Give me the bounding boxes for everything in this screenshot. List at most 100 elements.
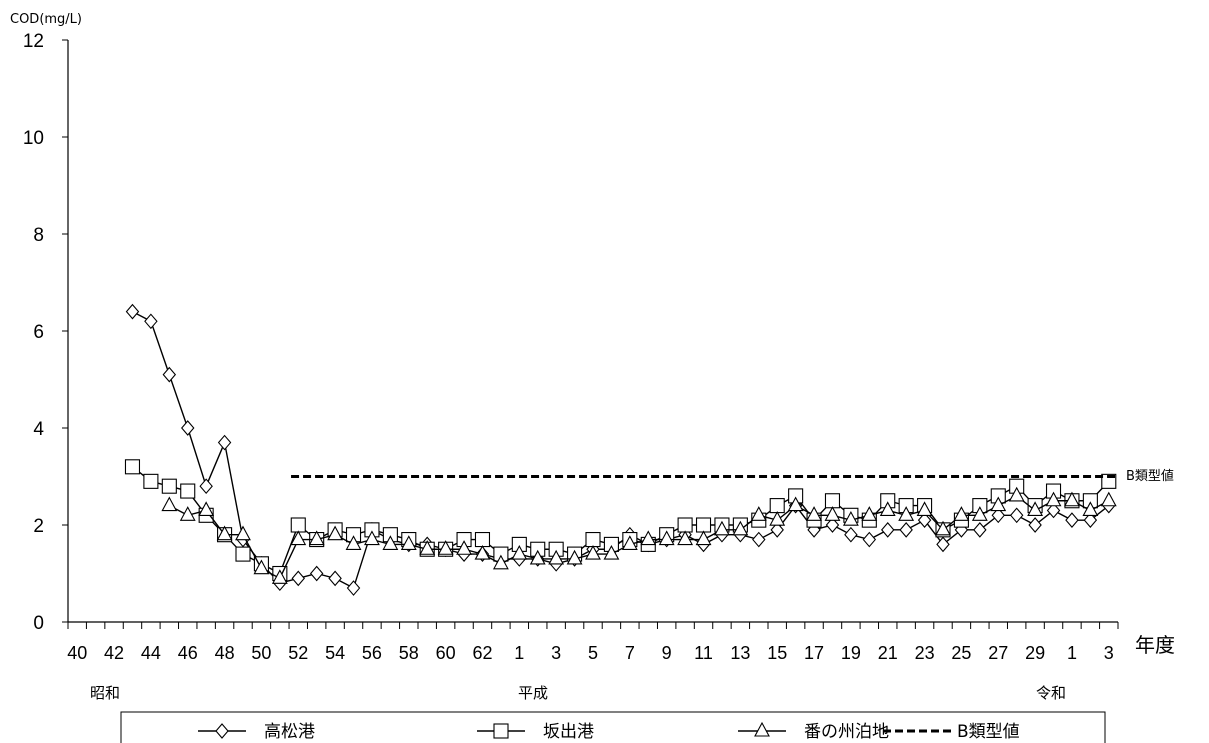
data-point-triangle — [695, 530, 712, 546]
data-point-triangle — [308, 530, 325, 546]
data-point-triangle — [1064, 491, 1080, 507]
data-point-triangle — [621, 535, 638, 550]
y-axis-ticks: 0 2 4 6 8 10 12 — [23, 31, 68, 634]
data-point-square — [824, 493, 841, 509]
legend: 高松港 坂出港 番の州泊地 B類型値 — [120, 711, 1106, 743]
data-point-diamond — [291, 570, 305, 587]
data-point-triangle — [603, 544, 620, 560]
data-point-triangle — [456, 540, 472, 555]
data-point-triangle — [474, 544, 491, 560]
data-point-diamond — [917, 512, 932, 528]
legend-box — [120, 711, 1106, 743]
x-tick-label: 23 — [915, 643, 935, 663]
data-point-diamond — [844, 526, 858, 543]
data-point-triangle — [179, 506, 196, 521]
legend-label: 番の州泊地 — [804, 722, 889, 742]
data-point-square — [695, 517, 712, 533]
data-point-triangle — [327, 525, 344, 541]
data-point-triangle — [953, 506, 970, 521]
x-tick-label: 46 — [178, 643, 198, 663]
data-point-triangle — [732, 520, 749, 536]
x-tick-label: 62 — [472, 643, 492, 663]
data-point-square — [235, 546, 251, 562]
data-point-diamond — [770, 522, 784, 538]
x-tick-label: 19 — [841, 643, 861, 663]
data-point-diamond — [328, 570, 342, 587]
data-point-square — [180, 483, 196, 499]
data-point-square — [143, 473, 159, 489]
legend-label: 坂出港 — [543, 722, 594, 742]
data-point-triangle — [216, 525, 233, 541]
x-axis-unit: 年度 — [1135, 633, 1175, 657]
y-tick-label: 10 — [23, 128, 44, 149]
x-tick-label: 21 — [878, 643, 898, 663]
data-point-square — [290, 517, 306, 533]
x-tick-label: 1 — [1067, 643, 1077, 663]
data-point-triangle — [1027, 501, 1044, 517]
data-point-square — [585, 531, 601, 548]
data-point-triangle — [714, 520, 730, 536]
axes — [67, 40, 1118, 623]
y-tick-label: 8 — [33, 225, 44, 246]
x-tick-label: 7 — [625, 643, 635, 663]
data-point-triangle — [750, 506, 767, 521]
data-point-diamond — [309, 565, 324, 582]
data-point-triangle — [271, 569, 288, 584]
legend-label: B類型値 — [957, 722, 1020, 742]
data-point-triangle — [677, 530, 694, 546]
data-point-triangle — [1045, 491, 1062, 507]
data-point-triangle — [824, 506, 841, 521]
data-point-triangle — [842, 510, 859, 526]
x-tick-label: 13 — [730, 643, 750, 663]
data-point-triangle — [235, 525, 251, 541]
data-point-triangle — [971, 506, 988, 521]
data-point-triangle — [400, 535, 417, 550]
data-point-diamond — [973, 522, 987, 538]
data-point-triangle — [529, 549, 546, 565]
x-tick-label: 3 — [551, 643, 561, 663]
x-axis-ticks: 40 42 44 46 48 50 52 54 56 58 60 62 1 3 5 7 9 11 13 15 17 19 2… — [67, 622, 1119, 663]
data-point-diamond — [825, 517, 840, 533]
x-tick-label: 60 — [436, 643, 456, 663]
data-point-triangle — [548, 549, 565, 565]
data-point-triangle — [253, 559, 270, 575]
x-tick-label: 40 — [67, 643, 87, 663]
y-tick-label: 4 — [33, 419, 44, 440]
series-0 — [125, 303, 1116, 596]
data-point-triangle — [585, 544, 601, 560]
data-point-diamond — [125, 303, 140, 320]
x-tick-label: 27 — [988, 643, 1008, 663]
data-point-triangle — [916, 501, 933, 517]
x-tick-label: 17 — [804, 643, 824, 663]
y-tick-label: 2 — [33, 516, 44, 537]
data-point-square — [161, 478, 177, 494]
x-tick-label: 1 — [514, 643, 524, 663]
data-point-diamond — [881, 522, 895, 538]
y-tick-label: 12 — [23, 31, 44, 52]
era-heisei: 平成 — [518, 684, 548, 702]
era-reiwa: 令和 — [1036, 684, 1066, 702]
data-point-triangle — [879, 501, 896, 517]
data-point-triangle — [787, 496, 804, 512]
data-point-triangle — [1008, 486, 1025, 502]
data-point-triangle — [511, 544, 528, 560]
data-point-square — [124, 459, 141, 475]
x-tick-label: 5 — [588, 643, 598, 663]
data-point-diamond — [162, 366, 177, 383]
x-tick-label: 50 — [251, 643, 271, 663]
data-point-diamond — [936, 536, 950, 553]
data-point-diamond — [862, 531, 877, 548]
data-point-triangle — [640, 530, 657, 546]
series-line — [168, 495, 1110, 580]
data-point-square — [474, 531, 491, 548]
data-point-triangle — [806, 506, 822, 521]
x-tick-label: 11 — [694, 643, 713, 663]
data-point-triangle — [364, 530, 380, 546]
data-point-diamond — [1065, 512, 1079, 528]
data-point-diamond — [899, 522, 913, 538]
x-tick-label: 3 — [1104, 643, 1114, 663]
data-point-diamond — [991, 507, 1005, 524]
data-point-triangle — [382, 535, 399, 550]
data-point-triangle — [161, 496, 178, 512]
